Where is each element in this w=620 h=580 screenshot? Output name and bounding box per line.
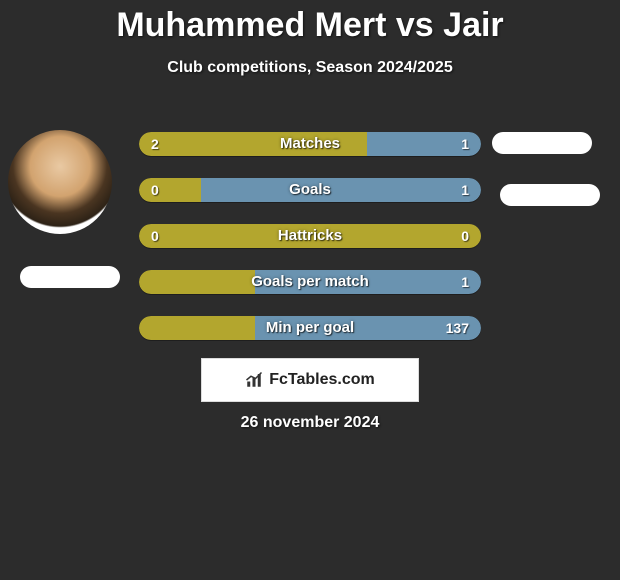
- stat-bar-right: [255, 270, 481, 294]
- comparison-bars: 21Matches01Goals00Hattricks1Goals per ma…: [139, 132, 481, 362]
- stat-row: 00Hattricks: [139, 224, 481, 248]
- stat-bar-left: [139, 178, 201, 202]
- stat-row: 01Goals: [139, 178, 481, 202]
- stat-value-left: 0: [151, 178, 159, 202]
- page-title: Muhammed Mert vs Jair: [0, 6, 620, 45]
- team-badge-left: [20, 266, 120, 288]
- stat-value-right: 1: [461, 132, 469, 156]
- stat-bar-left: [139, 224, 481, 248]
- team-badge-right-1: [492, 132, 592, 154]
- stat-bar-left: [139, 132, 367, 156]
- team-badge-right-2: [500, 184, 600, 206]
- stat-bar-left: [139, 270, 255, 294]
- stat-row: 1Goals per match: [139, 270, 481, 294]
- stat-value-right: 137: [446, 316, 469, 340]
- branding-box[interactable]: FcTables.com: [201, 358, 419, 402]
- subtitle: Club competitions, Season 2024/2025: [0, 59, 620, 77]
- stat-bar-right: [201, 178, 481, 202]
- stat-value-left: 0: [151, 224, 159, 248]
- stat-value-right: 1: [461, 178, 469, 202]
- stat-row: 137Min per goal: [139, 316, 481, 340]
- branding-label: FcTables.com: [269, 371, 375, 389]
- date-label: 26 november 2024: [0, 414, 620, 432]
- stat-value-right: 1: [461, 270, 469, 294]
- stat-row: 21Matches: [139, 132, 481, 156]
- stat-value-left: 2: [151, 132, 159, 156]
- player-left-avatar: [8, 130, 112, 234]
- stat-value-right: 0: [461, 224, 469, 248]
- chart-icon: [245, 371, 263, 389]
- stat-bar-left: [139, 316, 255, 340]
